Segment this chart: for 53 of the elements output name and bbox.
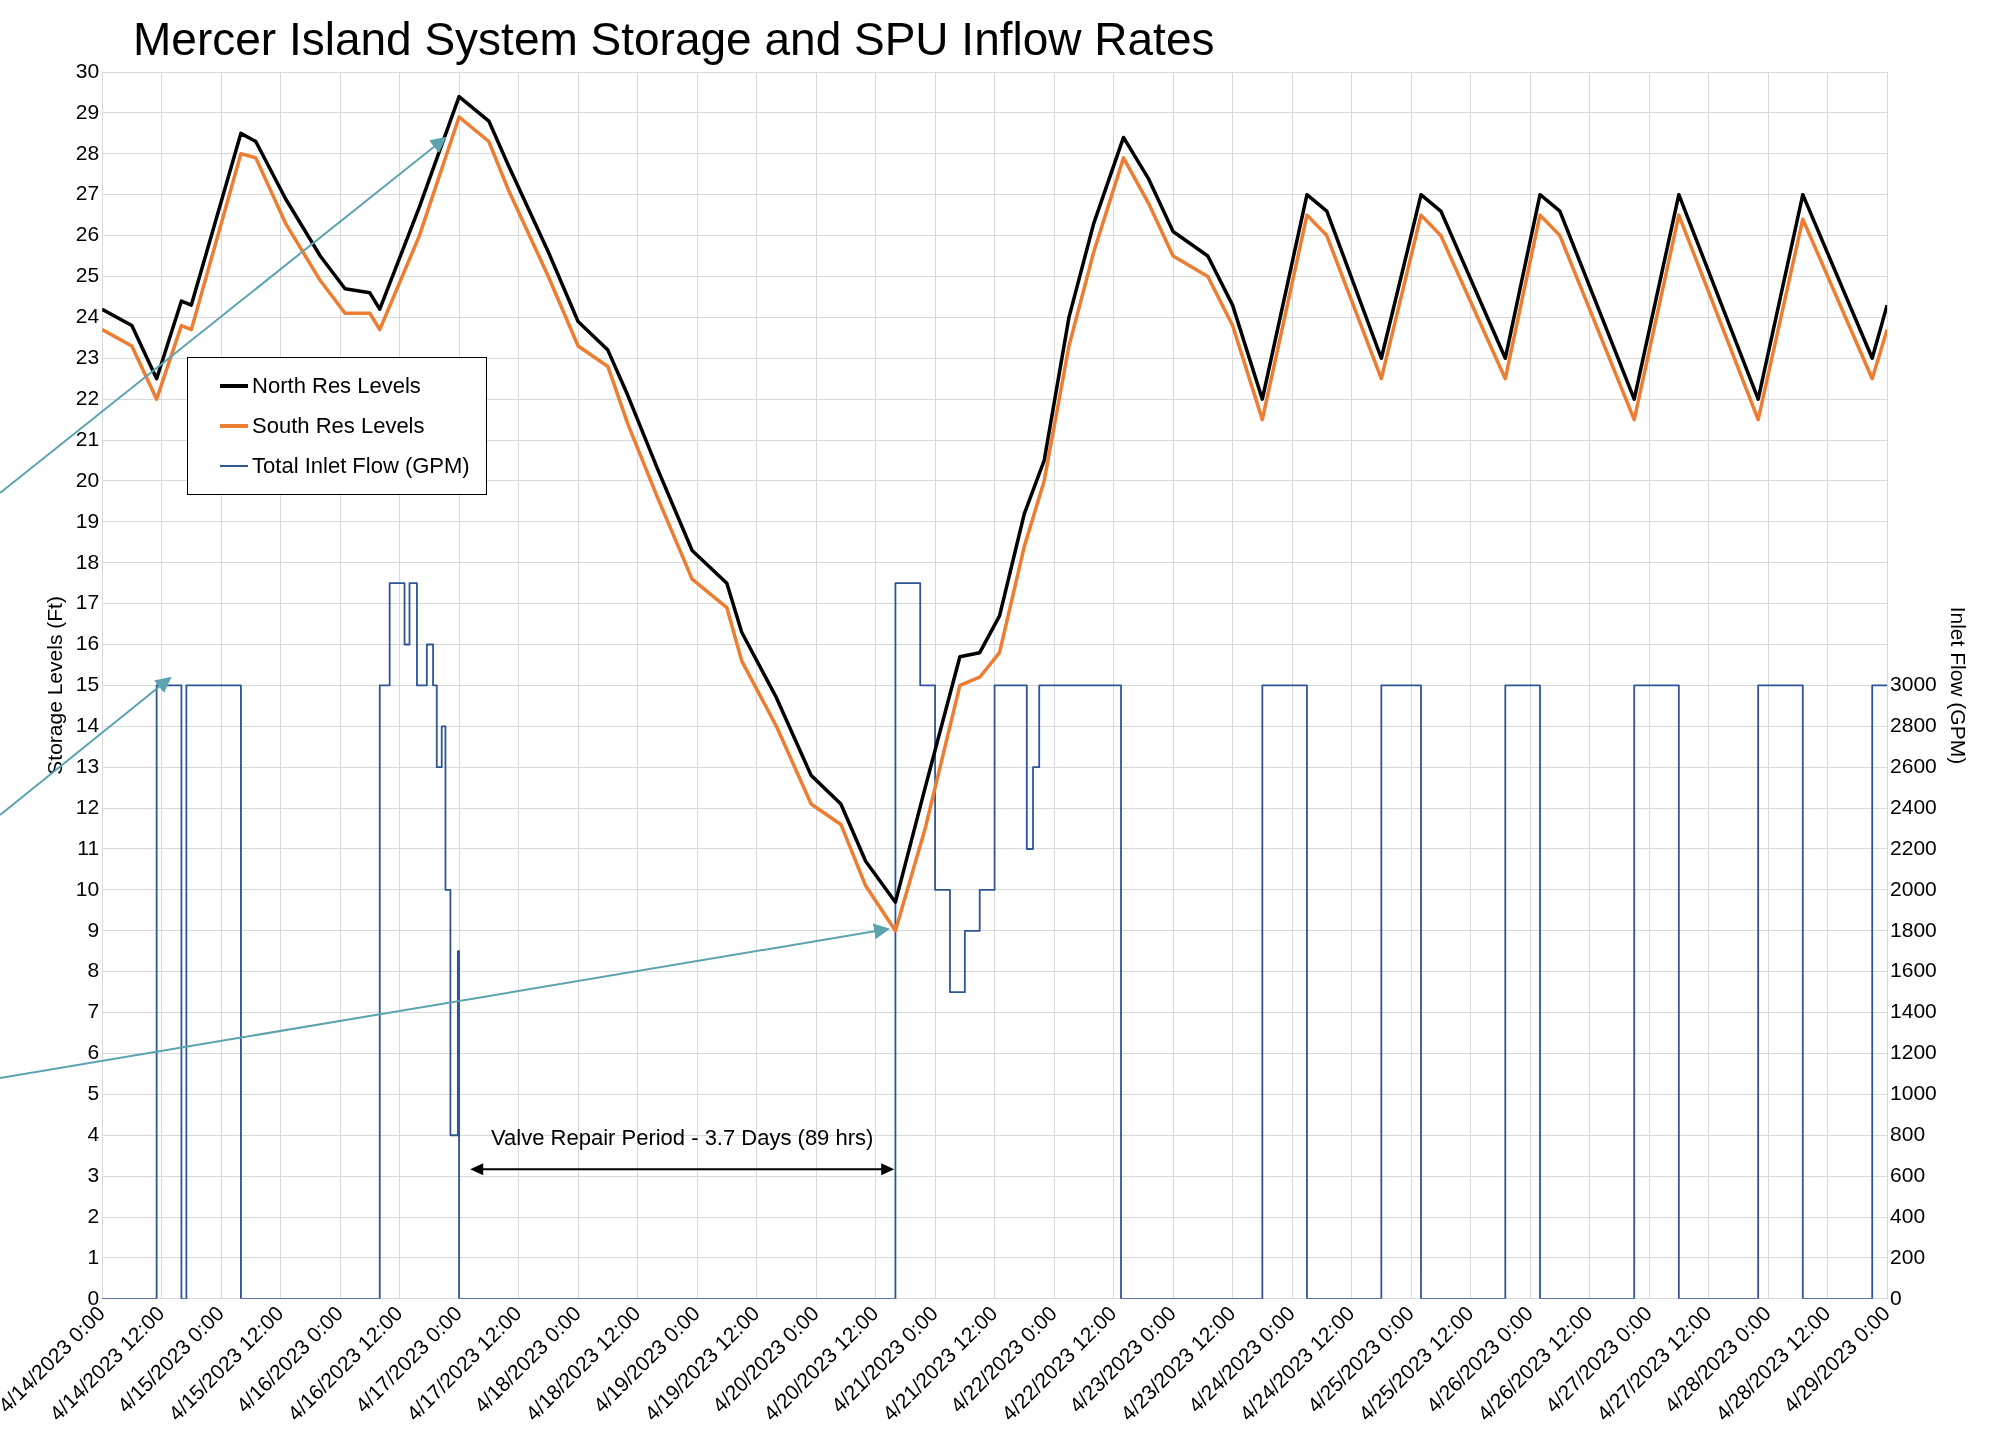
legend-label: Total Inlet Flow (GPM) bbox=[252, 453, 470, 479]
y2-tick-label: 2400 bbox=[1890, 794, 1937, 818]
y2-tick-label: 1600 bbox=[1890, 958, 1937, 982]
y2-tick-label: 2600 bbox=[1890, 754, 1937, 777]
y-tick-label: 27 bbox=[75, 181, 100, 205]
y2-tick-label: 1200 bbox=[1890, 1040, 1937, 1064]
y2-tick-label: 400 bbox=[1890, 1203, 1926, 1227]
y-tick-label: 20 bbox=[75, 467, 100, 491]
y-tick-label: 18 bbox=[75, 549, 100, 573]
y2-tick-label: 0 bbox=[1890, 1285, 1902, 1309]
y-tick-label: 17 bbox=[75, 590, 100, 614]
y2-tick-label: 2800 bbox=[1890, 713, 1937, 737]
y-tick-label: 24 bbox=[75, 304, 100, 328]
annotation: Valve Repair Period - 3.7 Days (89 hrs) bbox=[491, 1125, 874, 1151]
chart-title: Mercer Island System Storage and SPU Inflow Rates bbox=[133, 12, 1215, 66]
y-tick-label: 25 bbox=[75, 263, 100, 287]
y-tick-label: 15 bbox=[75, 672, 100, 696]
y-tick-label: 1 bbox=[87, 1244, 100, 1268]
y-tick-label: 4 bbox=[87, 1122, 100, 1146]
y-tick-label: 11 bbox=[77, 835, 100, 859]
y-tick-label: 10 bbox=[75, 876, 100, 900]
y-tick-label: 7 bbox=[87, 999, 100, 1023]
y-tick-label: 5 bbox=[87, 1081, 100, 1105]
y2-tick-label: 2000 bbox=[1890, 876, 1937, 900]
y-tick-label: 22 bbox=[75, 385, 100, 409]
y2-tick-label: 2200 bbox=[1890, 835, 1937, 859]
y-tick-label: 19 bbox=[75, 508, 100, 532]
y-tick-label: 9 bbox=[87, 917, 100, 941]
y2-tick-label: 3000 bbox=[1890, 672, 1937, 696]
y2-tick-label: 1800 bbox=[1890, 917, 1937, 941]
y2-tick-label: 1400 bbox=[1890, 999, 1937, 1023]
y-tick-label: 6 bbox=[87, 1040, 100, 1064]
y-tick-label: 21 bbox=[75, 426, 100, 450]
y-tick-label: 2 bbox=[87, 1203, 100, 1227]
y-tick-label: 29 bbox=[75, 99, 100, 123]
y-tick-label: 28 bbox=[75, 140, 100, 164]
y-axis-title: Storage Levels (Ft) bbox=[42, 596, 66, 775]
y2-tick-label: 600 bbox=[1890, 1162, 1926, 1186]
y-tick-label: 14 bbox=[75, 713, 100, 737]
y-tick-label: 13 bbox=[75, 754, 100, 777]
legend-label: North Res Levels bbox=[252, 373, 421, 399]
y-tick-label: 30 bbox=[75, 58, 100, 82]
y-tick-label: 8 bbox=[87, 958, 100, 982]
y2-tick-label: 200 bbox=[1890, 1244, 1926, 1268]
y-tick-label: 26 bbox=[75, 222, 100, 246]
y2-axis-title: Inlet Flow (GPM) bbox=[1946, 606, 1970, 765]
y-tick-label: 12 bbox=[75, 794, 100, 818]
y2-tick-label: 800 bbox=[1890, 1122, 1926, 1146]
y2-tick-label: 1000 bbox=[1890, 1081, 1937, 1105]
y-tick-label: 3 bbox=[87, 1162, 100, 1186]
y-tick-label: 23 bbox=[75, 345, 100, 369]
legend-label: South Res Levels bbox=[252, 413, 425, 439]
y-tick-label: 16 bbox=[75, 631, 100, 655]
